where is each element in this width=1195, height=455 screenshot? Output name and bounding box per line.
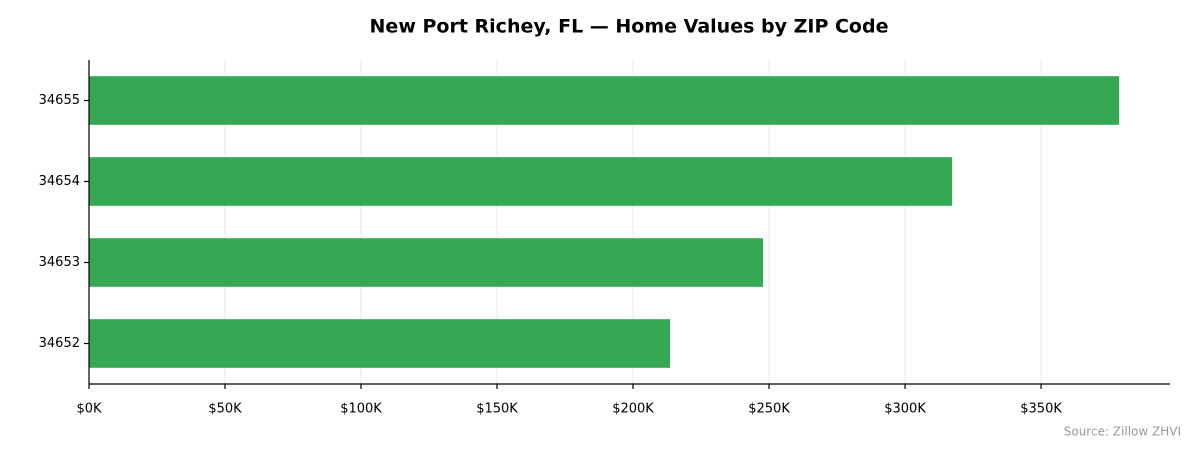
y-tick-label: 34653 bbox=[39, 255, 80, 270]
source-note: Source: Zillow ZHVI bbox=[1064, 425, 1181, 439]
x-tick-label: $200K bbox=[612, 402, 654, 417]
y-tick-label: 34654 bbox=[39, 174, 80, 189]
x-tick-label: $250K bbox=[748, 402, 790, 417]
x-tick-label: $50K bbox=[208, 402, 242, 417]
y-tick-label: 34652 bbox=[39, 336, 80, 351]
x-tick-label: $100K bbox=[340, 402, 382, 417]
bar bbox=[89, 319, 671, 368]
bar bbox=[89, 76, 1120, 125]
bar bbox=[89, 238, 764, 287]
bar bbox=[89, 157, 953, 206]
x-tick-label: $150K bbox=[476, 402, 518, 417]
x-tick-label: $0K bbox=[76, 402, 102, 417]
y-tick-label: 34655 bbox=[39, 93, 80, 108]
x-tick-label: $350K bbox=[1020, 402, 1062, 417]
chart-title: New Port Richey, FL — Home Values by ZIP… bbox=[370, 16, 889, 38]
x-tick-label: $300K bbox=[884, 402, 926, 417]
